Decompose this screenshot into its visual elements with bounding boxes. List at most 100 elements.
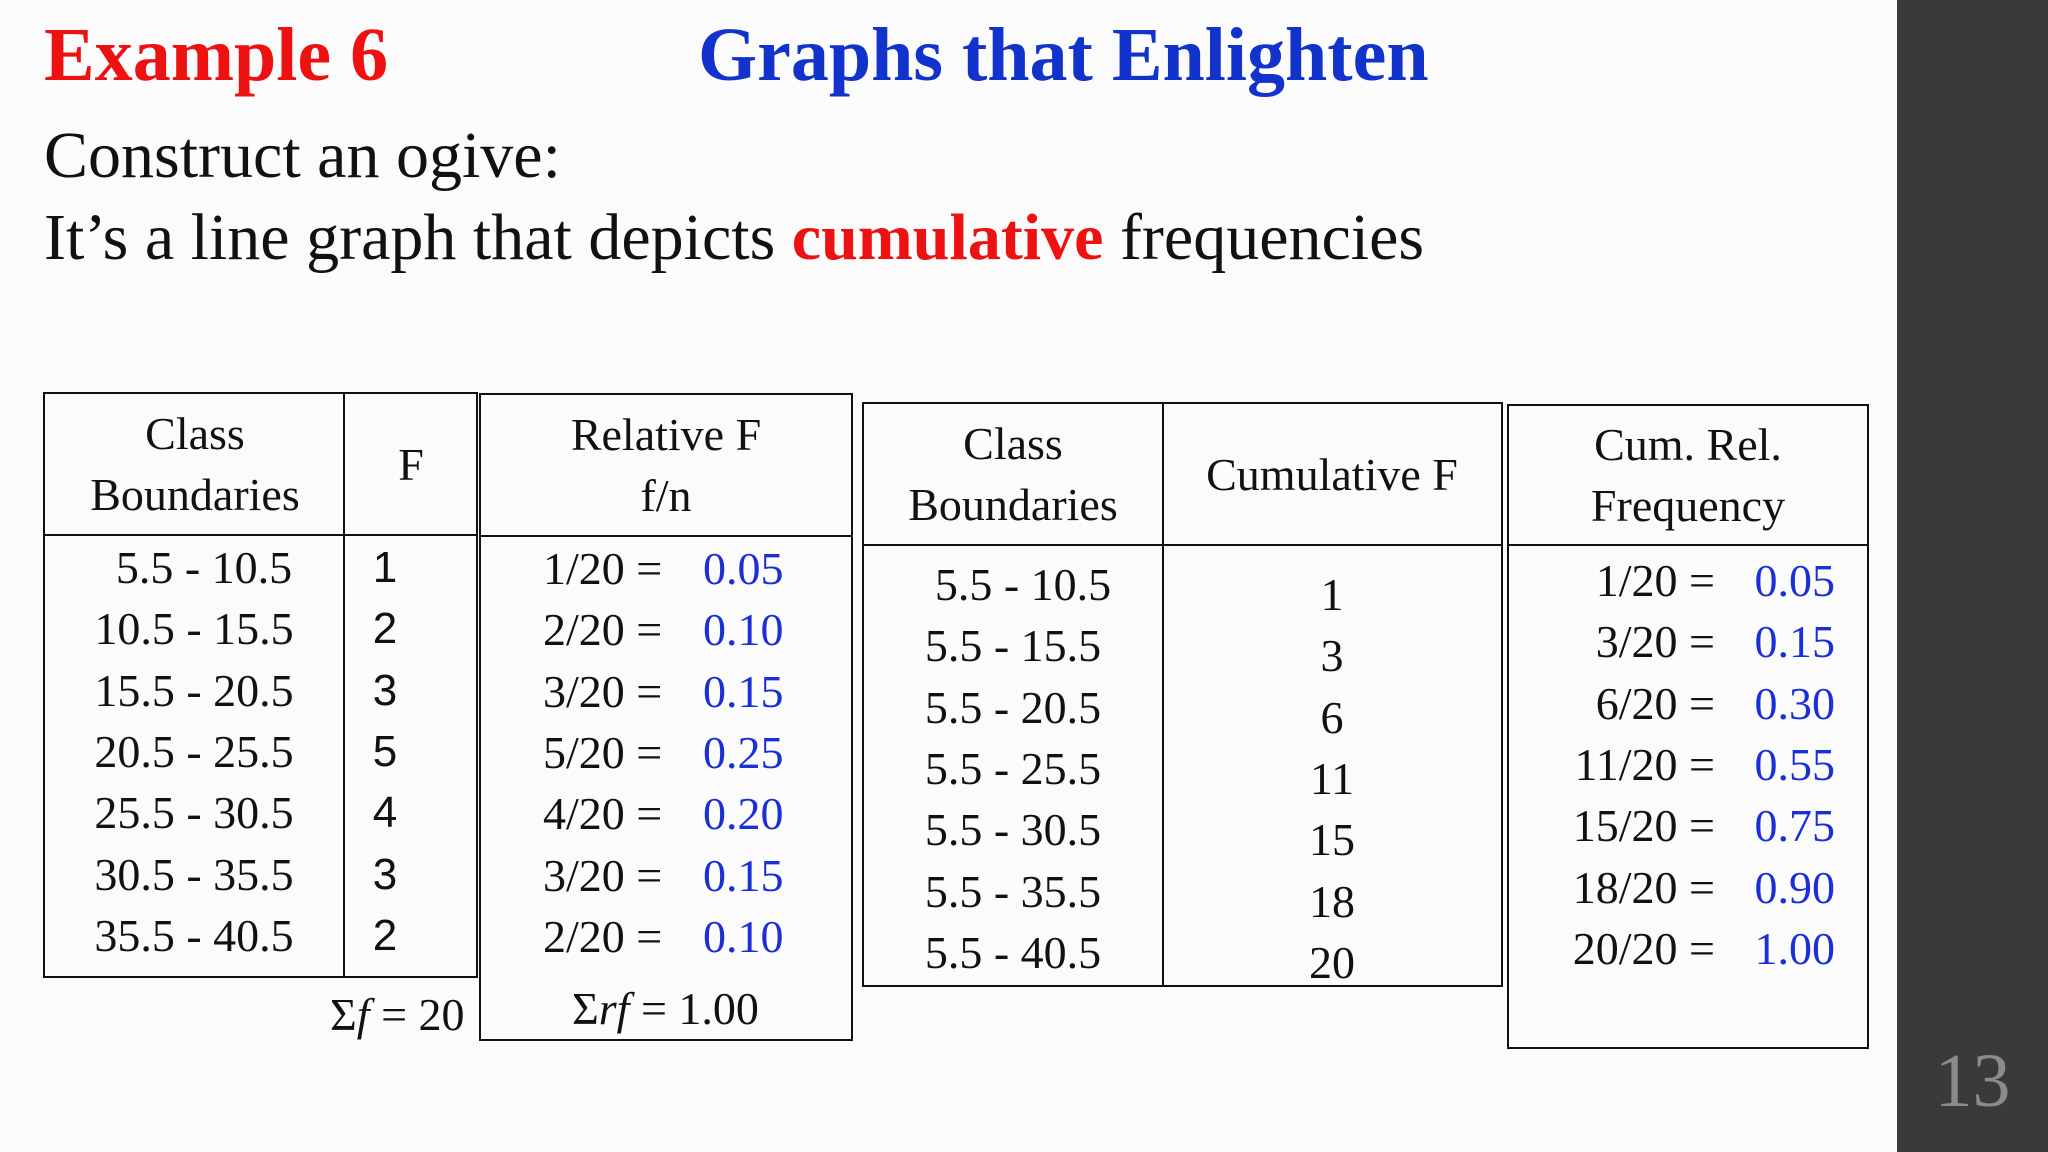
example-label: Example 6 — [44, 13, 389, 97]
cumulative-relative-value: 0.05 — [1754, 555, 1836, 606]
fraction-text: 4/20 = — [543, 788, 663, 840]
cum-fraction-text: 15/20 = — [1572, 800, 1715, 852]
class-boundary-cell: 25.5 - 30.5 — [94, 787, 294, 839]
slide-sidebar — [1897, 0, 2048, 1152]
relative-frequency-row: 2/20 = 0.10 — [481, 906, 851, 967]
cum-class-boundary-cell: 5.5 - 40.5 — [924, 926, 1102, 978]
cum-class-boundary-cell: 5.5 - 30.5 — [924, 804, 1102, 856]
frequency-cell: 2 — [372, 604, 398, 654]
frequency-cell: 2 — [372, 910, 398, 960]
cumulative-table-header — [864, 404, 1501, 546]
cumulative-table-divider — [1162, 404, 1164, 985]
sum-f-value: = 20 — [369, 989, 465, 1040]
relative-value: 0.15 — [703, 849, 784, 901]
frequency-table-divider — [343, 394, 345, 976]
class-boundaries-header: Class Boundaries — [45, 394, 345, 534]
sum-f-variable: f — [356, 989, 370, 1040]
cum-class-header-line1: Class — [963, 418, 1063, 469]
fraction-text: 5/20 = — [543, 726, 663, 778]
cumulative-frequency-cell: 20 — [1309, 936, 1355, 988]
cum-class-boundary-cell: 5.5 - 35.5 — [924, 865, 1102, 917]
cum-class-boundary-cell: 5.5 - 10.5 — [934, 559, 1112, 610]
class-header-line2: Boundaries — [90, 469, 300, 520]
relative-frequency-row: 2/20 = 0.10 — [481, 599, 851, 660]
relative-frequency-row: 3/20 = 0.15 — [481, 845, 851, 906]
relative-value: 0.15 — [703, 665, 784, 717]
cumulative-relative-value: 1.00 — [1754, 922, 1836, 974]
cumulative-relative-value: 0.90 — [1754, 861, 1836, 913]
cum-fraction-text: 11/20 = — [1574, 738, 1715, 790]
cumulative-frequency-cell: 3 — [1320, 630, 1344, 682]
cumulative-relative-row: 1/20 = 0.05 — [1509, 550, 1867, 611]
cum-class-header-line2: Boundaries — [908, 479, 1118, 530]
frequency-cell: 1 — [372, 543, 398, 592]
f-header: F — [398, 438, 424, 490]
cum-fraction-text: 18/20 = — [1572, 861, 1715, 913]
class-header-line1: Class — [145, 408, 245, 459]
cumulative-relative-header: Cum. Rel. Frequency — [1509, 406, 1867, 546]
cum-fraction-text: 6/20 = — [1595, 677, 1715, 729]
relative-frequency-row: 4/20 = 0.20 — [481, 783, 851, 844]
fraction-text: 2/20 = — [543, 910, 663, 962]
cumulative-relative-value: 0.55 — [1754, 738, 1836, 790]
cum-class-boundary-cell: 5.5 - 25.5 — [924, 742, 1102, 794]
definition-text-before: It’s a line graph that depicts — [44, 201, 792, 274]
relative-value: 0.05 — [703, 543, 784, 594]
cumulative-frequency-cell: 18 — [1309, 875, 1355, 927]
relative-frequency-row: 5/20 = 0.25 — [481, 722, 851, 783]
cum-fraction-text: 1/20 = — [1595, 555, 1715, 606]
sum-rf: Σrf = 1.00 — [572, 982, 759, 1035]
fraction-text: 3/20 = — [543, 849, 663, 901]
slide-title: Graphs that Enlighten — [698, 13, 1429, 97]
sum-f-symbol: Σ — [330, 989, 357, 1040]
cumulative-frequency-cell: 6 — [1320, 691, 1344, 743]
sum-rf-symbol: Σ — [572, 983, 599, 1034]
cum-rel-header-line1: Cum. Rel. — [1594, 419, 1782, 470]
cumulative-relative-value: 0.75 — [1754, 800, 1836, 852]
frequency-table: Class Boundaries F 5.5 - 10.5 1 10.5 - 15.… — [43, 392, 478, 978]
relative-value: 0.25 — [703, 726, 784, 778]
cumulative-relative-row: 6/20 = 0.30 — [1509, 673, 1867, 734]
fraction-text: 1/20 = — [543, 543, 663, 594]
cumulative-frequency-cell: 1 — [1320, 569, 1344, 620]
class-boundary-cell: 5.5 - 10.5 — [115, 542, 293, 593]
relative-value: 0.20 — [703, 788, 784, 840]
definition-line: It’s a line graph that depicts cumulativ… — [44, 200, 1424, 276]
relative-header-line2: f/n — [640, 470, 692, 521]
frequency-cell: 4 — [372, 788, 398, 838]
class-boundary-cell: 30.5 - 35.5 — [94, 848, 294, 900]
cumulative-frequency-cell: 15 — [1309, 814, 1355, 866]
cumulative-relative-value: 0.30 — [1754, 677, 1836, 729]
cum-class-boundary-cell: 5.5 - 15.5 — [924, 620, 1102, 672]
class-boundary-cell: 10.5 - 15.5 — [94, 603, 294, 655]
relative-value: 0.10 — [703, 910, 784, 962]
relative-frequency-row: 3/20 = 0.15 — [481, 661, 851, 722]
class-boundary-cell: 35.5 - 40.5 — [94, 909, 294, 961]
cum-rel-header-line2: Frequency — [1590, 480, 1786, 531]
cumulative-relative-value: 0.15 — [1754, 616, 1836, 668]
fraction-text: 2/20 = — [543, 604, 663, 656]
cum-fraction-text: 20/20 = — [1572, 922, 1715, 974]
frequency-cell: 3 — [372, 665, 398, 715]
sum-rf-value: = 1.00 — [629, 983, 759, 1034]
fraction-text: 3/20 = — [543, 665, 663, 717]
relative-frequency-table: Relative F f/n 1/20 = 0.05 2/20 = 0.10 3/2… — [479, 393, 853, 1041]
cum-class-boundaries-header: Class Boundaries — [864, 404, 1162, 544]
cum-fraction-text: 3/20 = — [1595, 616, 1715, 668]
instruction-line: Construct an ogive: — [44, 119, 561, 192]
cumulative-frequency-cell: 11 — [1309, 752, 1355, 804]
cumulative-relative-table: Cum. Rel. Frequency 1/20 = 0.05 3/20 = 0.… — [1507, 404, 1869, 1049]
cumulative-relative-row: 15/20 = 0.75 — [1509, 795, 1867, 856]
definition-text-after: frequencies — [1103, 201, 1425, 274]
frequency-cell: 3 — [372, 849, 398, 899]
definition-emphasis: cumulative — [791, 201, 1104, 274]
relative-frequency-header: Relative F f/n — [481, 395, 851, 537]
relative-value: 0.10 — [703, 604, 784, 656]
frequency-table-header — [45, 394, 476, 536]
frequency-cell: 5 — [372, 726, 398, 776]
class-boundary-cell: 20.5 - 25.5 — [94, 725, 294, 777]
sum-rf-variable: rf — [598, 983, 630, 1034]
cumulative-relative-row: 11/20 = 0.55 — [1509, 734, 1867, 795]
relative-frequency-row: 1/20 = 0.05 — [481, 538, 851, 599]
cumulative-relative-row: 3/20 = 0.15 — [1509, 611, 1867, 672]
